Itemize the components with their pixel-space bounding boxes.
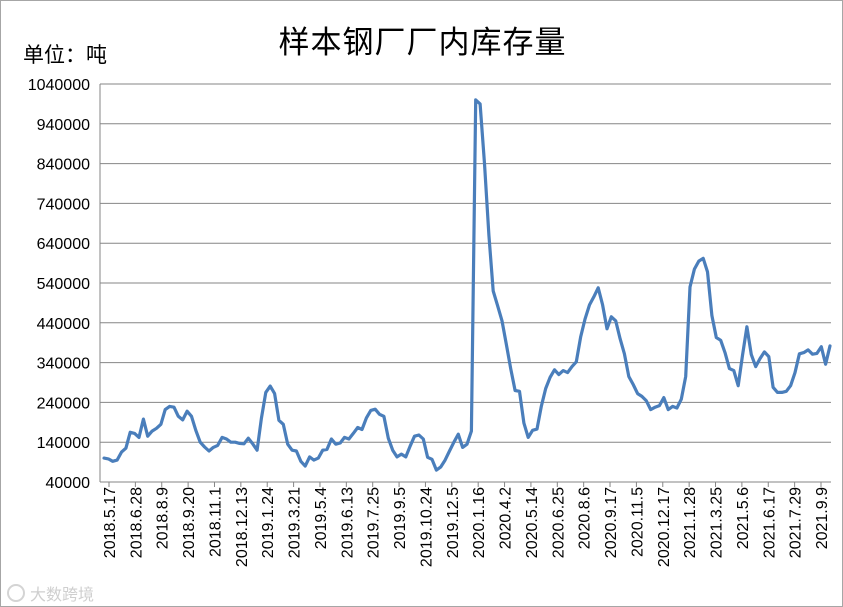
x-tick-label: 2021.9.9: [814, 487, 831, 549]
x-tick-label: 2020.1.16: [471, 487, 488, 558]
x-tick-label: 2020.8.6: [577, 487, 594, 549]
x-tick-label: 2018.8.9: [155, 487, 172, 549]
x-tick-label: 2020.5.14: [524, 487, 541, 558]
y-tick-label: 640000: [37, 236, 90, 253]
x-tick-label: 2018.6.28: [128, 487, 145, 558]
y-tick-label: 440000: [37, 316, 90, 333]
watermark-text: 大数跨境: [30, 585, 95, 604]
x-tick-label: 2019.6.13: [339, 487, 356, 558]
y-tick-label: 340000: [37, 356, 90, 373]
x-tick-label: 2019.10.24: [418, 487, 435, 567]
x-tick-label: 2018.5.17: [102, 487, 119, 558]
y-tick-label: 740000: [37, 196, 90, 213]
x-tick-label: 2019.1.24: [260, 487, 277, 558]
x-tick-label: 2021.6.17: [761, 487, 778, 558]
x-tick-label: 2018.9.20: [181, 487, 198, 558]
x-tick-label: 2021.7.29: [788, 487, 805, 558]
x-tick-label: 2019.7.25: [366, 487, 383, 558]
x-tick-label: 2019.12.5: [445, 487, 462, 558]
x-tick-label: 2020.9.17: [603, 487, 620, 558]
y-tick-label: 940000: [37, 117, 90, 134]
x-tick-label: 2019.9.5: [392, 487, 409, 549]
x-tick-label: 2021.1.28: [682, 487, 699, 558]
x-tick-label: 2019.5.4: [313, 487, 330, 549]
unit-label: 单位：吨: [23, 43, 107, 67]
y-tick-label: 240000: [37, 395, 90, 412]
x-tick-label: 2019.3.21: [287, 487, 304, 558]
x-tick-label: 2020.4.2: [498, 487, 515, 549]
y-tick-label: 540000: [37, 276, 90, 293]
x-tick-label: 2020.11.5: [629, 487, 646, 557]
inventory-series-line: [102, 98, 832, 472]
x-tick-label: 2021.3.25: [709, 487, 726, 558]
x-tick-label: 2021.5.6: [735, 487, 752, 549]
x-tick-label: 2018.12.13: [234, 487, 251, 567]
x-tick-label: 2020.6.25: [550, 487, 567, 558]
chart-title: 样本钢厂厂内库存量: [278, 25, 567, 61]
watermark-logo-icon: [7, 584, 25, 602]
y-tick-label: 840000: [37, 157, 90, 174]
x-tick-label: 2018.11.1: [207, 487, 224, 557]
x-tick-label: 2020.12.17: [656, 487, 673, 567]
watermark: 大数跨境: [7, 581, 94, 605]
y-tick-label: 40000: [46, 475, 91, 492]
y-tick-label: 140000: [37, 435, 90, 452]
y-tick-label: 1040000: [28, 77, 90, 94]
